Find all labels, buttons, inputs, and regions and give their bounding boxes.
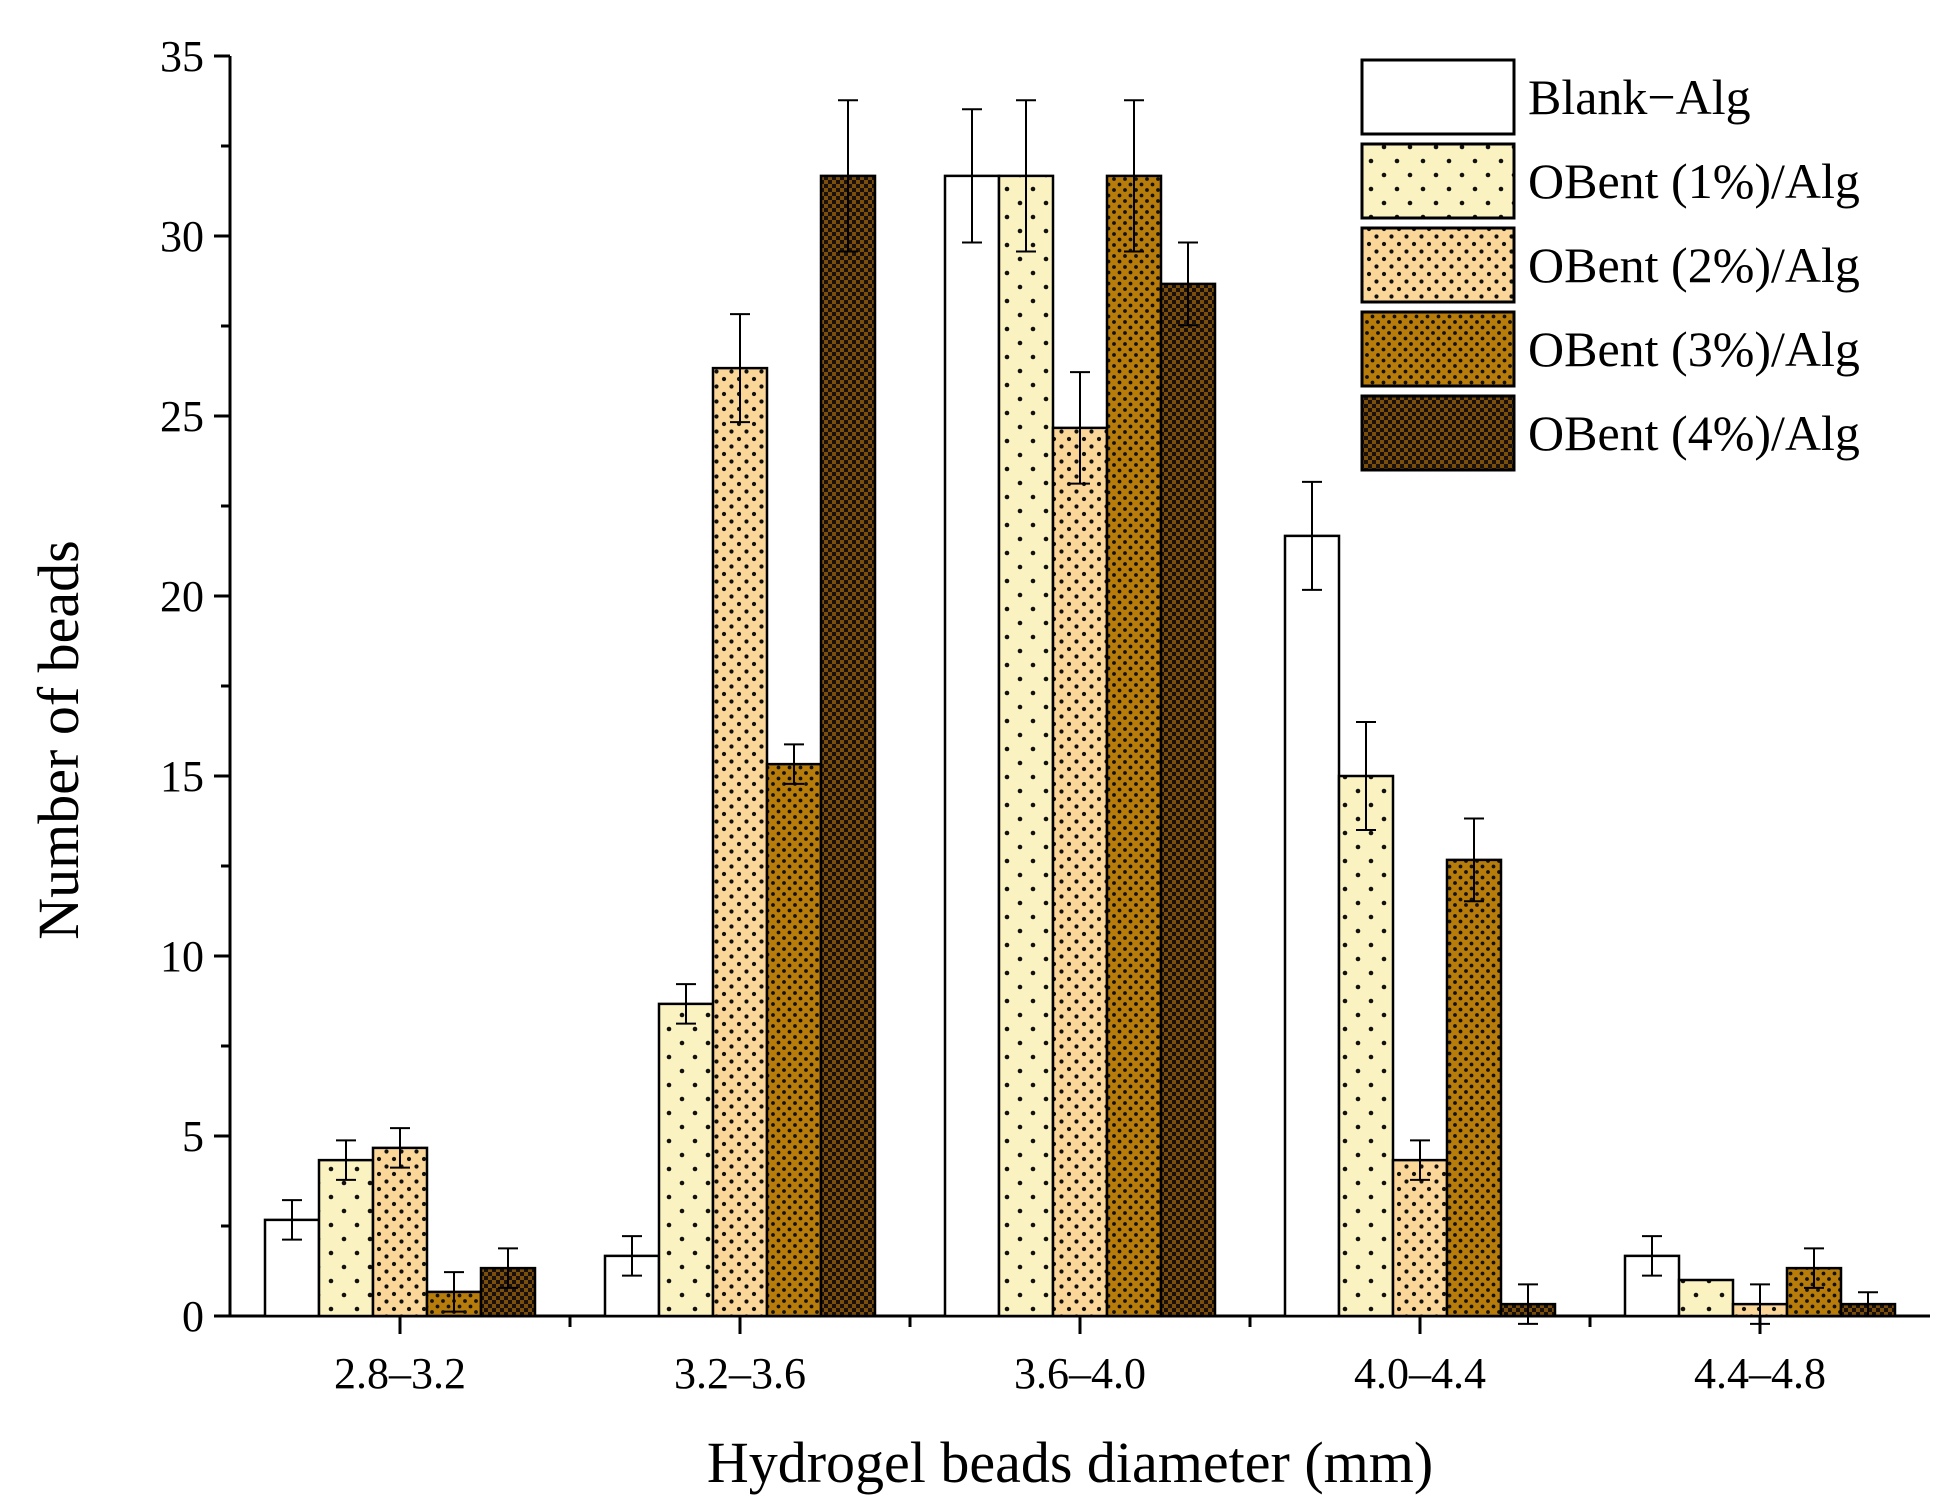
x-tick-label: 2.8–3.2 [334,1349,466,1398]
legend-label: OBent (2%)/Alg [1528,237,1860,293]
y-tick-label: 5 [182,1112,204,1161]
bar [711,366,769,1318]
legend-swatch [1360,58,1516,136]
y-tick-label: 10 [160,932,204,981]
x-tick-label: 3.6–4.0 [1014,1349,1146,1398]
y-tick-label: 15 [160,752,204,801]
bar [819,174,877,1318]
bars-layer [263,99,1897,1325]
y-tick-label: 20 [160,572,204,621]
bar [943,174,1001,1318]
y-tick-label: 25 [160,392,204,441]
y-axis: 0 5 10 15 20 25 30 35 [160,32,232,1341]
y-tick-label: 0 [182,1292,204,1341]
bar [1159,282,1217,1318]
bar [657,1002,715,1318]
x-tick-label: 4.0–4.4 [1354,1349,1486,1398]
legend-label: OBent (4%)/Alg [1528,405,1860,461]
legend: Blank−Alg OBent (1%)/Alg OBent (2%)/Alg OBe… [1360,58,1860,472]
bar [317,1158,375,1318]
bar [1337,774,1395,1318]
y-axis-title: Number of beads [26,540,91,939]
bar [765,762,823,1318]
bar [1391,1158,1449,1318]
x-tick-label: 3.2–3.6 [674,1349,806,1398]
bar [997,174,1055,1318]
x-tick-label: 4.4–4.8 [1694,1349,1826,1398]
bar [1445,858,1503,1318]
legend-swatch [1360,394,1516,472]
legend-swatch [1360,226,1516,304]
legend-label: Blank−Alg [1528,69,1751,125]
y-tick-label: 35 [160,32,204,81]
legend-swatch [1360,310,1516,388]
y-tick-label: 30 [160,212,204,261]
legend-label: OBent (1%)/Alg [1528,153,1860,209]
x-axis-title: Hydrogel beads diameter (mm) [707,1430,1433,1495]
legend-swatch [1360,142,1516,220]
bar [1677,1278,1735,1318]
bar [1105,174,1163,1318]
legend-label: OBent (3%)/Alg [1528,321,1860,377]
bar [371,1146,429,1318]
bar [1283,534,1341,1318]
bar [1051,426,1109,1318]
x-axis: 2.8–3.2 3.2–3.6 3.6–4.0 4.0–4.4 4.4–4.8 [230,1314,1930,1398]
